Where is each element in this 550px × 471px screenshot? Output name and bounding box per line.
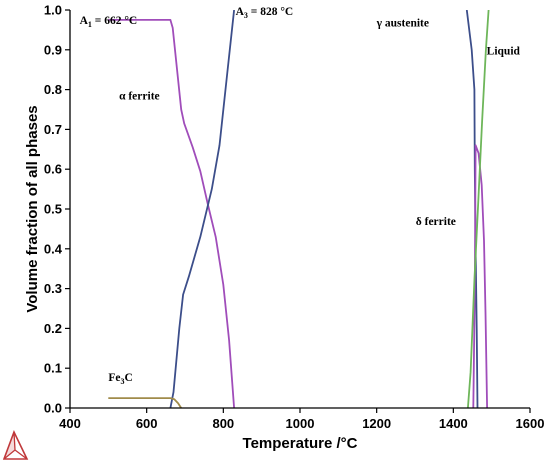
y-axis-title: Volume fraction of all phases [24, 105, 41, 312]
x-tick-label: 800 [212, 416, 234, 431]
y-tick-label: 0.4 [44, 241, 63, 256]
y-tick-label: 0.6 [44, 162, 62, 177]
annotation-delta-ferrite: δ ferrite [416, 216, 456, 228]
thermo-calc-logo-icon [2, 429, 29, 460]
series-line-liquid [467, 10, 490, 408]
annotation-a1: A1 = 662 °C [80, 15, 138, 29]
series-line-fe3c [108, 397, 182, 408]
y-tick-label: 0.9 [44, 42, 62, 57]
series-layer [108, 10, 490, 408]
y-tick-label: 0.3 [44, 281, 62, 296]
y-tick-label: 0.7 [44, 122, 62, 137]
annotation-gamma-austenite: γ austenite [376, 18, 429, 30]
y-tick-label: 0.2 [44, 321, 62, 336]
annotation-fe3c: Fe3C [108, 372, 132, 386]
x-tick-label: 1600 [516, 416, 545, 431]
x-axis-title: Temperature /°C [243, 435, 358, 452]
y-tick-label: 0.5 [44, 202, 62, 217]
y-tick-label: 0.8 [44, 82, 62, 97]
x-tick-label: 1400 [439, 416, 468, 431]
annotation-a3: A3 = 828 °C [236, 6, 294, 20]
y-tick-label: 0.1 [44, 361, 62, 376]
annotation-layer: A1 = 662 °C A3 = 828 °C α ferrite γ austeni… [80, 6, 521, 386]
ticks-layer: 400 600 800 1000 1200 1400 1600 0.0 0.1 0.2 0.3 0.4… [44, 3, 545, 432]
x-tick-label: 400 [59, 416, 81, 431]
annotation-alpha-ferrite: α ferrite [119, 91, 160, 103]
x-tick-label: 1000 [286, 416, 315, 431]
y-tick-label: 0.0 [44, 401, 62, 416]
series-line-alpha [108, 19, 235, 408]
series-line-gamma-low [169, 10, 235, 408]
x-tick-label: 600 [136, 416, 158, 431]
annotation-liquid: Liquid [487, 46, 521, 58]
axes-layer [69, 10, 530, 409]
y-tick-label: 1.0 [44, 3, 62, 18]
x-tick-label: 1200 [362, 416, 391, 431]
